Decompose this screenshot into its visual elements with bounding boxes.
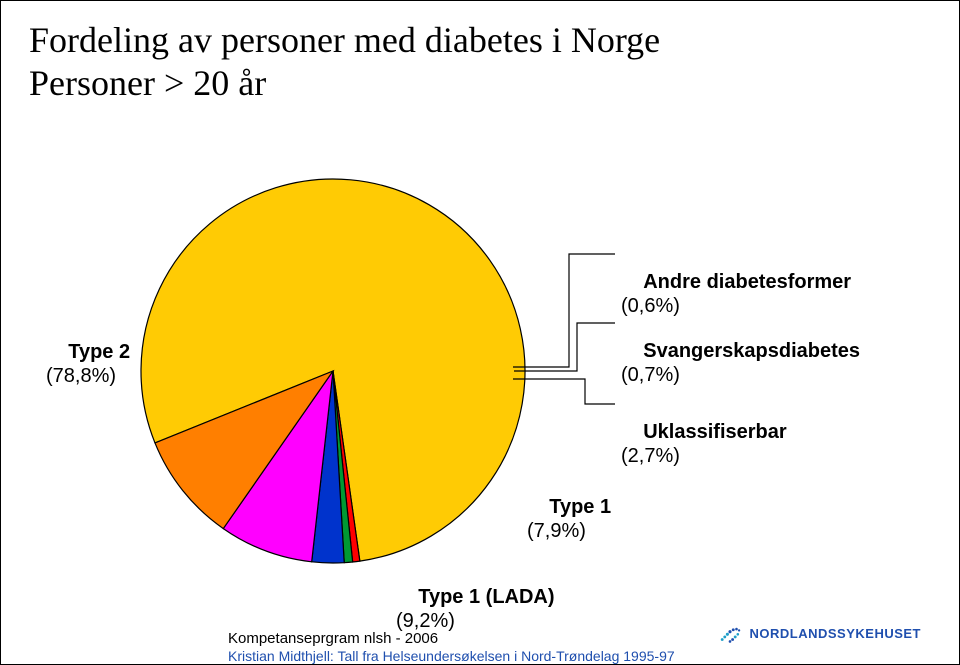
label-type1-pct: (7,9%): [527, 520, 586, 542]
label-type2-name: Type 2: [68, 341, 130, 363]
label-uklass-pct: (2,7%): [621, 445, 680, 467]
footer-source: Kristian Midthjell: Tall fra Helseunders…: [228, 648, 675, 664]
label-type1-name: Type 1: [549, 496, 611, 518]
footer-program: Kompetanseprgram nlsh - 2006: [228, 630, 438, 647]
label-lada-name: Type 1 (LADA): [418, 586, 554, 608]
brand-icon: [717, 620, 743, 646]
label-andre-pct: (0,6%): [621, 295, 680, 317]
label-type1: Type 1 (7,9%): [527, 471, 611, 567]
label-lada-pct: (9,2%): [396, 610, 455, 632]
label-svanger-pct: (0,7%): [621, 364, 680, 386]
label-uklass: Uklassifiserbar (2,7%): [621, 396, 787, 492]
logo: NORDLANDSSYKEHUSET: [717, 620, 921, 646]
logo-text: NORDLANDSSYKEHUSET: [749, 626, 921, 641]
slide: { "title": { "line1": "Fordeling av pers…: [0, 0, 960, 665]
label-uklass-name: Uklassifiserbar: [643, 421, 786, 443]
label-type2: Type 2 (78,8%): [46, 316, 130, 412]
label-svanger-name: Svangerskapsdiabetes: [643, 340, 860, 362]
label-type2-pct: (78,8%): [46, 365, 116, 387]
label-andre-name: Andre diabetesformer: [643, 271, 851, 293]
